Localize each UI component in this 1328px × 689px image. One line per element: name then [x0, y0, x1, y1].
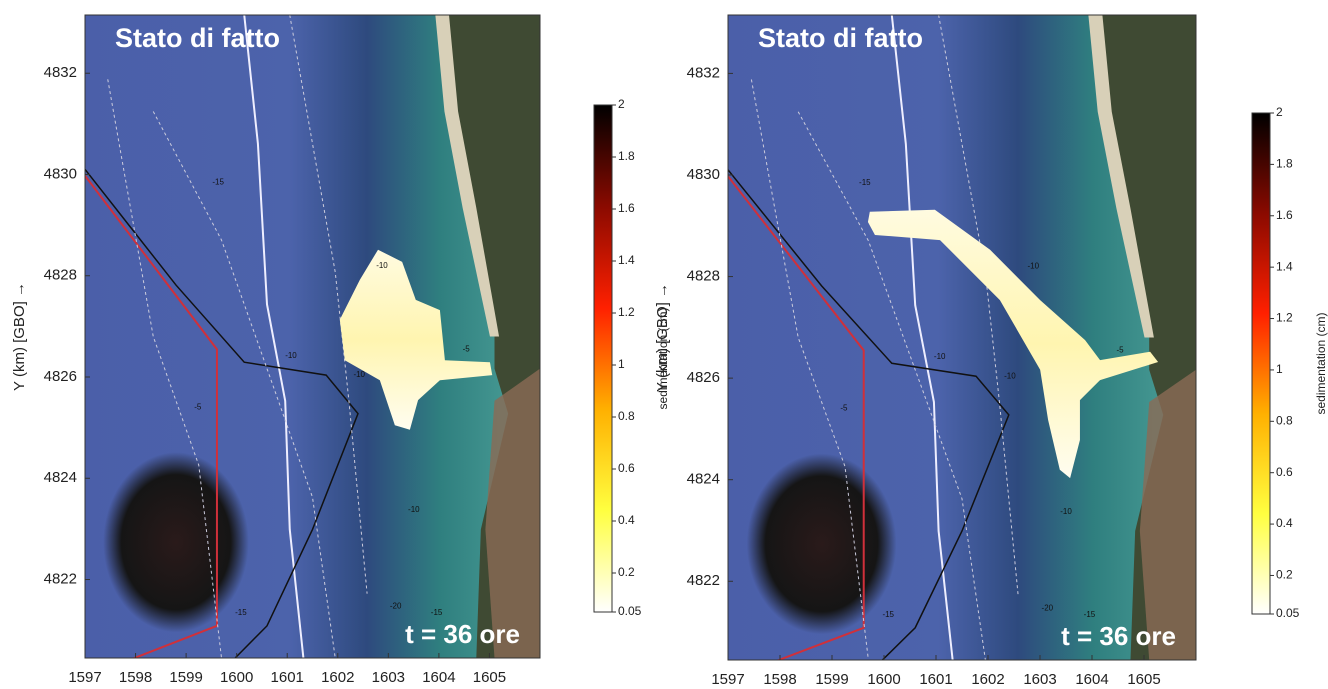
- contour-label: -10: [1028, 262, 1040, 271]
- x-tick-label: 1599: [169, 669, 202, 686]
- y-tick-label: 4826: [44, 368, 77, 385]
- colorbar-tick-label: 0.05: [618, 604, 642, 618]
- map-area: -15 -10 -5 -10 -10 -5 -10 -15 -20 -15: [728, 15, 1196, 679]
- contour-label: -15: [1084, 610, 1096, 619]
- x-tick-label: 1598: [119, 669, 152, 686]
- contour-label: -15: [431, 608, 443, 617]
- x-tick-label: 1598: [763, 671, 796, 688]
- x-tick-label: 1604: [1075, 671, 1108, 688]
- y-tick-label: 4828: [687, 268, 720, 285]
- time-annotation: t = 36 ore: [405, 619, 520, 649]
- colorbar-tick-label: 1.2: [1276, 311, 1293, 325]
- map-area: -15 -10 -5 -10 -10 -5 -10 -15 -20 -15: [85, 15, 540, 677]
- x-tick-label: 1603: [372, 669, 405, 686]
- y-axis-label: Y (km) [GBO] →: [654, 283, 671, 392]
- y-tick-label: 4822: [687, 572, 720, 589]
- contour-label: -10: [408, 505, 420, 514]
- contour-label: -10: [1004, 371, 1016, 380]
- x-tick-label: 1605: [473, 669, 506, 686]
- dark-area: [747, 454, 897, 635]
- contour-label: -10: [285, 351, 297, 360]
- contour-label: -15: [212, 177, 224, 186]
- colorbar-tick-label: 1: [1276, 362, 1283, 376]
- colorbar-tick-label: 2: [1276, 105, 1283, 119]
- colorbar-tick-label: 0.4: [1276, 516, 1293, 530]
- colorbar-tick-label: 0.6: [618, 461, 635, 475]
- contour-label: -5: [840, 404, 848, 413]
- y-tick-label: 4826: [687, 369, 720, 386]
- colorbar-label: sedimentation (cm): [1314, 312, 1328, 414]
- contour-label: -15: [235, 608, 247, 617]
- contour-label: -10: [376, 261, 388, 270]
- contour-label: -15: [882, 610, 894, 619]
- contour-label: -20: [1042, 604, 1054, 613]
- contour-label: -10: [1060, 507, 1072, 516]
- x-tick-label: 1599: [815, 671, 848, 688]
- colorbar: [594, 105, 612, 612]
- contour-label: -5: [463, 344, 471, 353]
- panel-title: Stato di fatto: [758, 23, 923, 53]
- panel-title: Stato di fatto: [115, 23, 280, 53]
- colorbar-tick-label: 1.2: [618, 305, 635, 319]
- y-tick-label: 4824: [44, 469, 77, 486]
- y-tick-label: 4828: [44, 267, 77, 284]
- y-tick-label: 4832: [44, 64, 77, 81]
- time-annotation: t = 36 ore: [1061, 621, 1176, 651]
- contour-label: -5: [1116, 346, 1124, 355]
- colorbar-tick-label: 0.2: [1276, 568, 1293, 582]
- colorbar-tick-label: 2: [618, 97, 625, 111]
- y-tick-label: 4824: [687, 471, 720, 488]
- colorbar-tick-label: 0.05: [1276, 606, 1300, 620]
- x-tick-label: 1600: [220, 669, 253, 686]
- colorbar-tick-label: 0.6: [1276, 465, 1293, 479]
- x-tick-label: 1602: [971, 671, 1004, 688]
- x-tick-label: 1601: [271, 669, 304, 686]
- contour-label: -5: [194, 402, 202, 411]
- colorbar-tick-label: 0.4: [618, 513, 635, 527]
- y-tick-label: 4830: [44, 165, 77, 182]
- x-tick-label: 1603: [1023, 671, 1056, 688]
- colorbar: [1252, 113, 1270, 614]
- contour-label: -10: [934, 352, 946, 361]
- figure: -15 -10 -5 -10 -10 -5 -10 -15 -20 -15 Stato di fat…: [0, 0, 1328, 689]
- y-tick-label: 4822: [44, 570, 77, 587]
- map-panel: -15 -10 -5 -10 -10 -5 -10 -15 -20 -15 Stato di fat…: [654, 15, 1328, 688]
- x-tick-label: 1597: [68, 669, 101, 686]
- dark-area: [103, 452, 249, 632]
- x-tick-label: 1600: [867, 671, 900, 688]
- colorbar-tick-label: 0.8: [1276, 413, 1293, 427]
- x-tick-label: 1605: [1127, 671, 1160, 688]
- contour-label: -15: [859, 178, 871, 187]
- colorbar-tick-label: 1.8: [1276, 157, 1293, 171]
- y-tick-label: 4830: [687, 166, 720, 183]
- colorbar-tick-label: 1.4: [1276, 259, 1293, 273]
- colorbar-tick-label: 0.8: [618, 409, 635, 423]
- map-panel: -15 -10 -5 -10 -10 -5 -10 -15 -20 -15 Stato di fat…: [11, 15, 670, 686]
- contour-label: -20: [390, 602, 402, 611]
- x-tick-label: 1604: [422, 669, 455, 686]
- colorbar-tick-label: 1.6: [1276, 208, 1293, 222]
- colorbar-tick-label: 1.8: [618, 149, 635, 163]
- colorbar-tick-label: 1: [618, 357, 625, 371]
- y-axis-label: Y (km) [GBO] →: [11, 282, 28, 391]
- contour-label: -10: [353, 370, 365, 379]
- colorbar-tick-label: 1.6: [618, 201, 635, 215]
- x-tick-label: 1601: [919, 671, 952, 688]
- x-tick-label: 1597: [711, 671, 744, 688]
- y-tick-label: 4832: [687, 64, 720, 81]
- x-tick-label: 1602: [321, 669, 354, 686]
- page: {"panels": [ {"title": "Stato di fatto",…: [0, 0, 1328, 689]
- colorbar-tick-label: 1.4: [618, 253, 635, 267]
- colorbar-tick-label: 0.2: [618, 565, 635, 579]
